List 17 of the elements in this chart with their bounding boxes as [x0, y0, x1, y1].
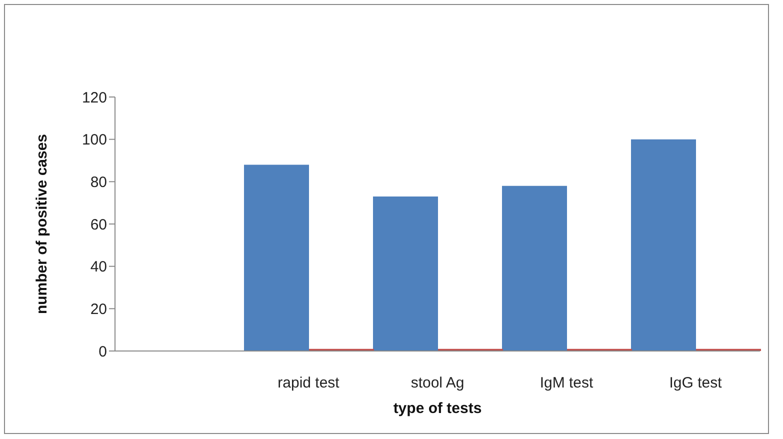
- bar: [631, 139, 696, 351]
- bar: [502, 186, 567, 351]
- y-tick-label: 20: [90, 300, 107, 318]
- x-tick-label: IgM test: [540, 374, 594, 392]
- y-tick-label: 120: [82, 89, 107, 106]
- y-tick-label: 100: [82, 132, 107, 149]
- y-tick-label: 40: [90, 258, 107, 276]
- x-tick-label: stool Ag: [410, 374, 464, 392]
- x-axis-title: type of tests: [393, 400, 482, 417]
- y-tick-label: 60: [90, 216, 107, 234]
- x-tick-label: IgG test: [669, 374, 723, 392]
- y-axis-title: number of positive cases: [33, 134, 50, 314]
- bar: [373, 196, 438, 351]
- x-tick-label: rapid test: [278, 374, 340, 392]
- y-tick-label: 80: [90, 174, 107, 191]
- bar: [244, 164, 309, 351]
- y-tick-label: 0: [98, 343, 107, 360]
